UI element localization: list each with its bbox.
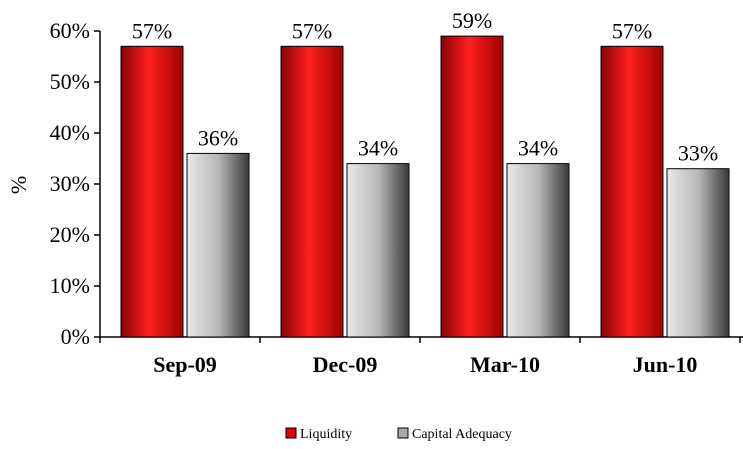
bar-liquidity-mar-10: [440, 35, 504, 338]
data-label: 57%: [612, 18, 652, 43]
data-label: 34%: [358, 136, 398, 161]
y-tick-label: 50%: [50, 69, 90, 94]
y-axis-title: %: [6, 176, 31, 194]
y-tick-label: 20%: [50, 222, 90, 247]
data-label: 36%: [198, 125, 238, 150]
x-tick-label: Jun-10: [633, 352, 698, 377]
bar-capital-adequacy-sep-09: [186, 152, 250, 338]
x-tick-label: Dec-09: [313, 352, 378, 377]
bars: [120, 35, 730, 338]
data-labels: 57% 36% 57% 34% 59% 34% 57% 33%: [132, 8, 718, 166]
legend: Liquidity Capital Adequacy: [285, 427, 512, 442]
y-tick-label: 40%: [50, 120, 90, 145]
bar-liquidity-jun-10: [600, 45, 664, 338]
bar-liquidity-sep-09: [120, 45, 184, 338]
bar-liquidity-dec-09: [280, 45, 344, 338]
x-tick-label: Mar-10: [470, 352, 540, 377]
legend-label: Liquidity: [300, 427, 352, 442]
legend-swatch-liquidity: [285, 427, 297, 439]
y-tick-label: 60%: [50, 18, 90, 43]
legend-label: Capital Adequacy: [412, 427, 512, 442]
data-label: 57%: [132, 18, 172, 43]
legend-swatch-capital-adequacy: [397, 427, 409, 439]
bar-capital-adequacy-jun-10: [666, 168, 730, 338]
data-label: 57%: [292, 18, 332, 43]
data-label: 33%: [678, 141, 718, 166]
data-label: 59%: [452, 8, 492, 33]
y-tick-label: 10%: [50, 273, 90, 298]
y-tick-label: 0%: [61, 324, 90, 349]
bar-capital-adequacy-dec-09: [346, 163, 410, 338]
data-label: 34%: [518, 136, 558, 161]
axes: 0% 10% 20% 30% 40% 50% 60% Sep-09 Dec-09 Mar-10 Ju…: [50, 18, 743, 377]
bar-capital-adequacy-mar-10: [506, 163, 570, 338]
x-tick-label: Sep-09: [153, 352, 217, 377]
y-tick-label: 30%: [50, 171, 90, 196]
